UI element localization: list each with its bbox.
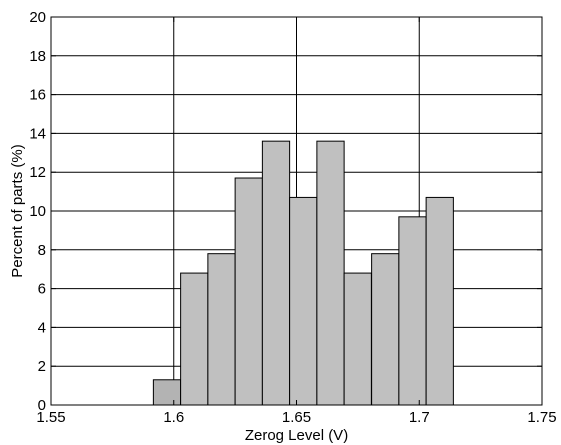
y-tick-label: 20 — [29, 9, 46, 26]
x-tick-label: 1.7 — [409, 409, 430, 426]
y-tick-label: 18 — [29, 48, 46, 65]
y-tick-label: 10 — [29, 203, 46, 220]
histogram-bar — [425, 196, 454, 406]
y-tick-label: 6 — [38, 281, 46, 298]
histogram-bar — [289, 196, 318, 406]
histogram-bar — [343, 272, 372, 406]
tick-marks — [50, 16, 543, 406]
histogram-bar — [371, 253, 400, 406]
histogram-bar — [398, 216, 427, 406]
histogram-bar — [207, 253, 236, 406]
y-axis-label: Percent of parts (%) — [9, 144, 26, 277]
y-tick-labels: 0 2 4 6 8 10 12 14 16 18 20 — [29, 9, 46, 414]
x-tick-label: 1.65 — [282, 409, 311, 426]
x-tick-label: 1.55 — [36, 409, 65, 426]
y-tick-label: 8 — [38, 242, 46, 259]
y-tick-label: 16 — [29, 87, 46, 104]
histogram-bars — [152, 140, 454, 406]
y-tick-label: 4 — [38, 319, 46, 336]
histogram-bar — [152, 379, 182, 406]
y-tick-label: 14 — [29, 125, 46, 142]
histogram-bar — [316, 140, 345, 406]
histogram-bar — [180, 272, 209, 406]
histogram-bar — [261, 140, 291, 406]
x-axis-label: Zerog Level (V) — [245, 427, 348, 444]
histogram-bar — [234, 177, 263, 406]
y-tick-label: 0 — [38, 397, 46, 414]
y-tick-label: 12 — [29, 164, 46, 181]
y-tick-label: 2 — [38, 358, 46, 375]
x-tick-label: 1.6 — [163, 409, 184, 426]
x-tick-label: 1.75 — [527, 409, 556, 426]
x-tick-labels: 1.55 1.6 1.65 1.7 1.75 — [36, 409, 556, 426]
